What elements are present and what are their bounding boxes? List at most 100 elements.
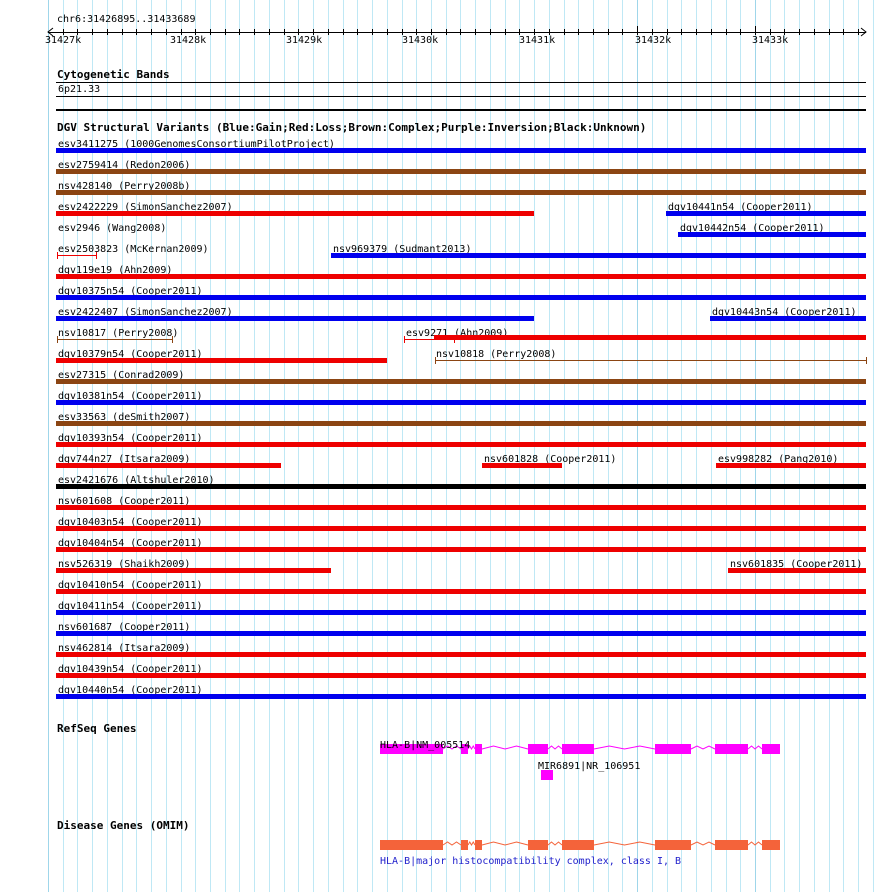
- dgv-variant-span-line[interactable]: [435, 360, 866, 361]
- dgv-variant-bar[interactable]: [56, 526, 866, 531]
- dgv-variant-bar[interactable]: [678, 232, 866, 237]
- dgv-variant-label[interactable]: dgv10403n54 (Cooper2011): [58, 517, 203, 528]
- ruler-tick-minor: [740, 29, 741, 35]
- dgv-variant-bar[interactable]: [331, 253, 866, 258]
- omim-gene-exon[interactable]: [475, 840, 482, 850]
- dgv-variant-bar[interactable]: [56, 463, 281, 468]
- dgv-variant-bar[interactable]: [56, 295, 866, 300]
- dgv-variant-bar[interactable]: [716, 463, 866, 468]
- refseq-gene-label[interactable]: HLA-B|NM_005514: [380, 740, 471, 751]
- dgv-variant-bar[interactable]: [56, 274, 866, 279]
- dgv-variant-label[interactable]: dgv10441n54 (Cooper2011): [668, 202, 813, 213]
- dgv-variant-bar[interactable]: [56, 484, 866, 489]
- dgv-variant-bar[interactable]: [56, 652, 866, 657]
- refseq-gene-exon[interactable]: [655, 744, 691, 754]
- dgv-variant-bar[interactable]: [56, 211, 534, 216]
- dgv-variant-label[interactable]: nsv969379 (Sudmant2013): [333, 244, 472, 255]
- omim-gene-exon[interactable]: [380, 840, 443, 850]
- refseq-gene-exon[interactable]: [562, 744, 594, 754]
- refseq-gene-exon[interactable]: [528, 744, 548, 754]
- ruler-tick-label: 31433k: [752, 35, 789, 46]
- dgv-variant-label[interactable]: dgv10393n54 (Cooper2011): [58, 433, 203, 444]
- dgv-variant-label[interactable]: esv27315 (Conrad2009): [58, 370, 185, 381]
- dgv-variant-label[interactable]: dgv10439n54 (Cooper2011): [58, 664, 203, 675]
- dgv-variant-label[interactable]: dgv10411n54 (Cooper2011): [58, 601, 203, 612]
- refseq-gene-exon[interactable]: [475, 744, 482, 754]
- dgv-variant-span-line[interactable]: [404, 339, 454, 340]
- dgv-variant-bar[interactable]: [434, 335, 866, 340]
- refseq-gene-exon[interactable]: [461, 744, 468, 754]
- dgv-variant-bar[interactable]: [56, 568, 331, 573]
- omim-gene-exon[interactable]: [655, 840, 691, 850]
- refseq-gene-exon[interactable]: [762, 744, 780, 754]
- dgv-variant-label[interactable]: esv3411275 (1000GenomesConsortiumPilotPr…: [58, 139, 335, 150]
- ruler-tick-minor: [195, 29, 196, 35]
- dgv-variant-label[interactable]: dgv10443n54 (Cooper2011): [712, 307, 857, 318]
- ruler-tick-minor: [210, 29, 211, 35]
- dgv-variant-label[interactable]: dgv10379n54 (Cooper2011): [58, 349, 203, 360]
- dgv-variant-label[interactable]: esv2946 (Wang2008): [58, 223, 167, 234]
- dgv-variant-bar[interactable]: [56, 673, 866, 678]
- dgv-variant-bar[interactable]: [56, 190, 866, 195]
- dgv-variant-label[interactable]: dgv10442n54 (Cooper2011): [680, 223, 825, 234]
- dgv-variant-label[interactable]: esv2422229 (SimonSanchez2007): [58, 202, 233, 213]
- dgv-variant-label[interactable]: nsv428140 (Perry2008b): [58, 181, 191, 192]
- dgv-variant-bar[interactable]: [56, 589, 866, 594]
- dgv-variant-label[interactable]: dgv10440n54 (Cooper2011): [58, 685, 203, 696]
- dgv-variant-label[interactable]: esv2503823 (McKernan2009): [58, 244, 209, 255]
- omim-gene-exon[interactable]: [562, 840, 594, 850]
- dgv-variant-label[interactable]: nsv10818 (Perry2008): [436, 349, 557, 360]
- omim-gene-exon[interactable]: [528, 840, 548, 850]
- dgv-variant-bar[interactable]: [56, 631, 866, 636]
- dgv-variant-label[interactable]: dgv10410n54 (Cooper2011): [58, 580, 203, 591]
- dgv-variant-label[interactable]: nsv601687 (Cooper2011): [58, 622, 191, 633]
- dgv-variant-label[interactable]: nsv10817 (Perry2008): [58, 328, 179, 339]
- refseq-gene-label[interactable]: MIR6891|NR_106951: [538, 761, 641, 772]
- refseq-gene-exon[interactable]: [380, 744, 443, 754]
- omim-gene-label[interactable]: HLA-B|major histocompatibility complex, …: [380, 856, 682, 867]
- ruler-tick-minor: [284, 29, 285, 35]
- dgv-variant-bar[interactable]: [56, 169, 866, 174]
- dgv-variant-label[interactable]: esv33563 (deSmith2007): [58, 412, 191, 423]
- dgv-variant-bar[interactable]: [56, 358, 387, 363]
- omim-gene-exon[interactable]: [461, 840, 468, 850]
- dgv-variant-label[interactable]: esv998282 (Pang2010): [718, 454, 839, 465]
- dgv-variant-label[interactable]: dgv119e19 (Ahn2009): [58, 265, 173, 276]
- dgv-variant-bar[interactable]: [56, 400, 866, 405]
- dgv-variant-label[interactable]: dgv10404n54 (Cooper2011): [58, 538, 203, 549]
- dgv-variant-label[interactable]: nsv526319 (Shaikh2009): [58, 559, 191, 570]
- dgv-variant-bar[interactable]: [56, 442, 866, 447]
- dgv-variant-bar[interactable]: [666, 211, 866, 216]
- dgv-variant-label[interactable]: nsv601835 (Cooper2011): [730, 559, 863, 570]
- omim-gene-exon[interactable]: [762, 840, 780, 850]
- ruler-tick-minor: [328, 29, 329, 35]
- dgv-variant-label[interactable]: esv2422407 (SimonSanchez2007): [58, 307, 233, 318]
- dgv-variant-label[interactable]: nsv601608 (Cooper2011): [58, 496, 191, 507]
- dgv-variant-bar[interactable]: [728, 568, 866, 573]
- dgv-variant-bar[interactable]: [56, 547, 866, 552]
- dgv-variant-bar[interactable]: [56, 694, 866, 699]
- omim-gene-exon[interactable]: [715, 840, 748, 850]
- dgv-variant-bar[interactable]: [56, 148, 866, 153]
- dgv-variant-bar[interactable]: [56, 610, 866, 615]
- dgv-variant-bar[interactable]: [710, 316, 866, 321]
- refseq-gene-exon[interactable]: [715, 744, 748, 754]
- ruler-tick-minor: [77, 29, 78, 35]
- dgv-variant-label[interactable]: nsv601828 (Cooper2011): [484, 454, 617, 465]
- dgv-variant-label[interactable]: esv2421676 (Altshuler2010): [58, 475, 215, 486]
- dgv-variant-bar[interactable]: [56, 421, 866, 426]
- dgv-variant-label[interactable]: dgv10375n54 (Cooper2011): [58, 286, 203, 297]
- dgv-variant-bar[interactable]: [56, 379, 866, 384]
- dgv-variant-bar[interactable]: [482, 463, 562, 468]
- dgv-variant-label[interactable]: dgv10381n54 (Cooper2011): [58, 391, 203, 402]
- dgv-variant-bar[interactable]: [56, 316, 534, 321]
- refseq-gene-exon[interactable]: [541, 770, 553, 780]
- dgv-variant-label[interactable]: esv9271 (Ahn2009): [406, 328, 509, 339]
- dgv-variant-label[interactable]: dgv744n27 (Itsara2009): [58, 454, 191, 465]
- dgv-variant-label[interactable]: esv2759414 (Redon2006): [58, 160, 191, 171]
- dgv-variant-label[interactable]: nsv462814 (Itsara2009): [58, 643, 191, 654]
- dgv-variant-span-line[interactable]: [57, 255, 96, 256]
- dgv-variant-bar[interactable]: [56, 505, 866, 510]
- ruler-tick-label: 31430k: [402, 35, 439, 46]
- dgv-variant-span-line[interactable]: [57, 339, 172, 340]
